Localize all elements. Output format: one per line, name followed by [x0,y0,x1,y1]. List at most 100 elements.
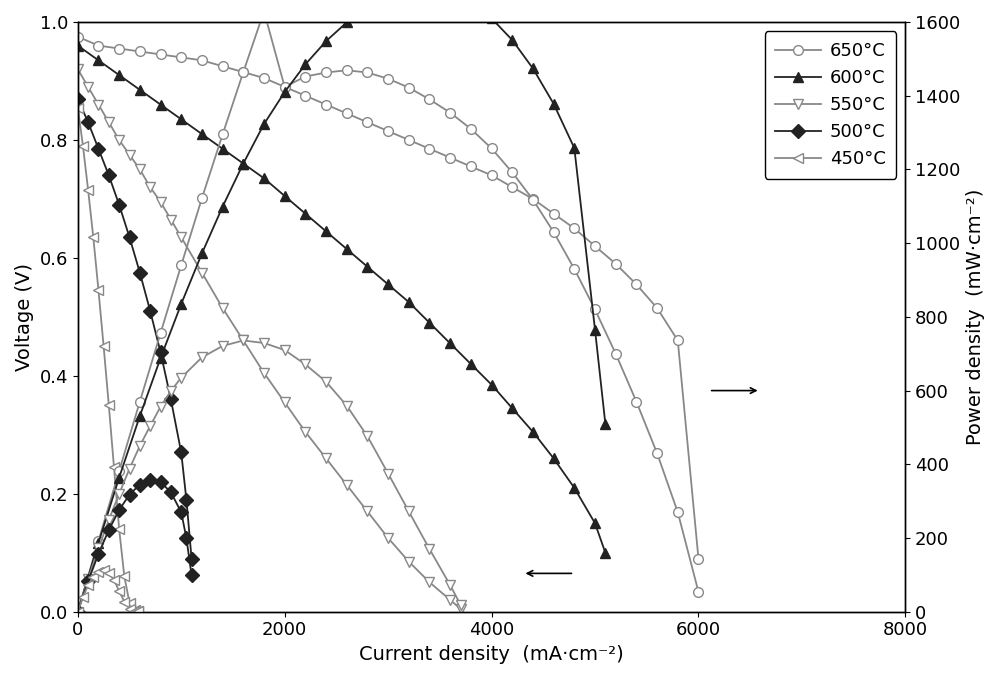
Y-axis label: Voltage (V): Voltage (V) [15,263,34,371]
650°C [113,44,125,52]
500°C [134,269,146,277]
550°C [320,454,332,462]
450°C [118,572,130,581]
500°C [103,171,115,179]
650°C [155,50,167,58]
650°C [299,92,311,100]
650°C [279,83,291,91]
600°C [599,549,611,557]
X-axis label: Current density  (mA·cm⁻²): Current density (mA·cm⁻²) [359,645,624,664]
450°C [103,401,115,409]
550°C [237,336,249,344]
650°C [237,68,249,76]
500°C [144,307,156,315]
650°C [568,224,580,232]
450°C [82,186,94,194]
650°C [651,304,663,312]
600°C [382,280,394,289]
600°C [444,340,456,348]
600°C [465,360,477,368]
550°C [455,605,467,613]
500°C [72,94,84,103]
650°C [258,74,270,82]
450°C [72,103,84,111]
600°C [403,298,415,306]
Line: 500°C: 500°C [73,94,196,564]
550°C [175,233,187,241]
650°C [444,153,456,162]
650°C [589,242,601,250]
600°C [568,484,580,492]
650°C [465,162,477,170]
550°C [103,118,115,126]
550°C [113,136,125,144]
600°C [548,454,560,462]
450°C [98,342,110,350]
600°C [341,245,353,253]
600°C [237,160,249,168]
650°C [527,195,539,203]
Y-axis label: Power density  (mW·cm⁻²): Power density (mW·cm⁻²) [966,189,985,445]
550°C [299,428,311,436]
650°C [548,210,560,218]
650°C [630,280,642,289]
650°C [217,62,229,71]
600°C [196,130,208,138]
550°C [403,557,415,566]
650°C [423,145,435,153]
650°C [506,183,518,191]
550°C [423,578,435,586]
550°C [72,65,84,73]
500°C [175,448,187,456]
650°C [92,41,104,50]
600°C [72,41,84,50]
500°C [92,145,104,153]
650°C [72,33,84,41]
600°C [527,428,539,436]
650°C [341,109,353,117]
500°C [180,496,192,504]
550°C [92,100,104,109]
550°C [82,83,94,91]
650°C [610,259,622,268]
600°C [320,227,332,236]
600°C [175,115,187,124]
600°C [258,175,270,183]
600°C [506,404,518,412]
600°C [279,192,291,200]
Line: 600°C: 600°C [73,41,610,557]
650°C [672,336,684,344]
500°C [113,201,125,209]
650°C [403,136,415,144]
550°C [382,534,394,542]
650°C [134,48,146,56]
450°C [113,525,125,533]
650°C [196,56,208,65]
550°C [196,269,208,277]
600°C [134,86,146,94]
650°C [382,127,394,135]
600°C [486,381,498,389]
500°C [186,555,198,563]
450°C [108,463,120,471]
600°C [217,145,229,153]
550°C [444,596,456,604]
550°C [341,481,353,489]
Legend: 650°C, 600°C, 550°C, 500°C, 450°C: 650°C, 600°C, 550°C, 500°C, 450°C [765,31,896,179]
550°C [217,304,229,312]
550°C [155,198,167,206]
Line: 450°C: 450°C [73,103,143,616]
650°C [486,171,498,179]
500°C [82,118,94,126]
450°C [132,607,144,615]
600°C [299,210,311,218]
450°C [87,233,99,241]
650°C [175,54,187,62]
600°C [113,71,125,79]
500°C [155,348,167,356]
550°C [144,183,156,191]
Line: 550°C: 550°C [73,65,465,614]
650°C [361,118,373,126]
600°C [361,263,373,271]
550°C [279,399,291,407]
